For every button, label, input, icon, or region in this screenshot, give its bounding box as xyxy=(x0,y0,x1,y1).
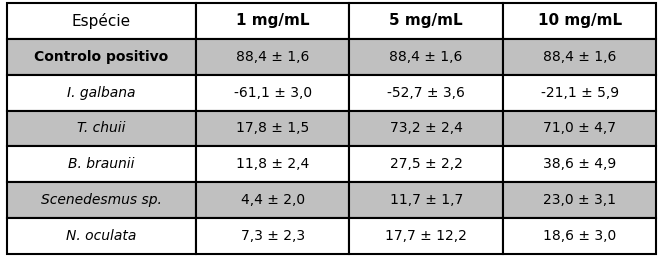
Text: 4,4 ± 2,0: 4,4 ± 2,0 xyxy=(241,194,305,207)
Bar xyxy=(196,3,349,39)
Text: -52,7 ± 3,6: -52,7 ± 3,6 xyxy=(387,86,465,99)
Bar xyxy=(503,146,656,182)
Bar xyxy=(349,182,503,218)
Bar xyxy=(503,111,656,146)
Bar xyxy=(7,218,196,254)
Text: 88,4 ± 1,6: 88,4 ± 1,6 xyxy=(543,50,617,63)
Bar xyxy=(503,182,656,218)
Text: Scenedesmus sp.: Scenedesmus sp. xyxy=(41,194,162,207)
Text: 17,8 ± 1,5: 17,8 ± 1,5 xyxy=(236,122,310,135)
Bar xyxy=(196,75,349,111)
Text: 71,0 ± 4,7: 71,0 ± 4,7 xyxy=(543,122,616,135)
Bar xyxy=(196,111,349,146)
Bar xyxy=(7,182,196,218)
Text: 11,7 ± 1,7: 11,7 ± 1,7 xyxy=(390,194,463,207)
Text: 17,7 ± 12,2: 17,7 ± 12,2 xyxy=(385,230,467,243)
Text: 7,3 ± 2,3: 7,3 ± 2,3 xyxy=(241,230,305,243)
Bar xyxy=(349,75,503,111)
Text: 88,4 ± 1,6: 88,4 ± 1,6 xyxy=(236,50,310,63)
Bar xyxy=(503,218,656,254)
Bar xyxy=(7,146,196,182)
Bar xyxy=(7,39,196,75)
Bar xyxy=(349,218,503,254)
Text: T. chuii: T. chuii xyxy=(77,122,125,135)
Text: 73,2 ± 2,4: 73,2 ± 2,4 xyxy=(390,122,463,135)
Text: -21,1 ± 5,9: -21,1 ± 5,9 xyxy=(540,86,619,99)
Text: 88,4 ± 1,6: 88,4 ± 1,6 xyxy=(389,50,463,63)
Text: Espécie: Espécie xyxy=(72,13,131,29)
Text: 27,5 ± 2,2: 27,5 ± 2,2 xyxy=(390,158,463,171)
Text: 23,0 ± 3,1: 23,0 ± 3,1 xyxy=(543,194,616,207)
Bar xyxy=(503,39,656,75)
Bar xyxy=(349,39,503,75)
Bar xyxy=(7,111,196,146)
Bar xyxy=(349,3,503,39)
Text: 1 mg/mL: 1 mg/mL xyxy=(236,13,310,28)
Text: Controlo positivo: Controlo positivo xyxy=(34,50,168,63)
Text: B. braunii: B. braunii xyxy=(68,158,135,171)
Bar xyxy=(196,39,349,75)
Bar xyxy=(196,182,349,218)
Text: N. oculata: N. oculata xyxy=(66,230,137,243)
Bar xyxy=(503,75,656,111)
Bar xyxy=(7,75,196,111)
Bar xyxy=(349,146,503,182)
Bar xyxy=(349,111,503,146)
Bar xyxy=(7,3,196,39)
Text: 11,8 ± 2,4: 11,8 ± 2,4 xyxy=(236,158,310,171)
Bar xyxy=(503,3,656,39)
Bar xyxy=(196,146,349,182)
Text: 10 mg/mL: 10 mg/mL xyxy=(538,13,622,28)
Text: 18,6 ± 3,0: 18,6 ± 3,0 xyxy=(543,230,617,243)
Text: -61,1 ± 3,0: -61,1 ± 3,0 xyxy=(233,86,312,99)
Text: 5 mg/mL: 5 mg/mL xyxy=(389,13,463,28)
Text: 38,6 ± 4,9: 38,6 ± 4,9 xyxy=(543,158,617,171)
Text: I. galbana: I. galbana xyxy=(67,86,135,99)
Bar xyxy=(196,218,349,254)
